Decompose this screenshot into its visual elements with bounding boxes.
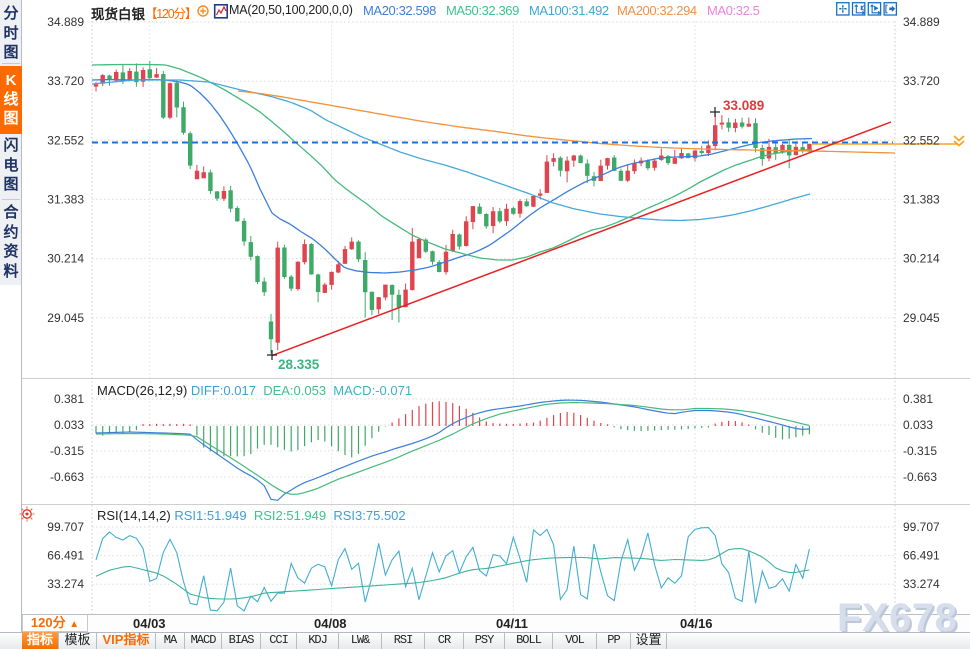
svg-text:0.033: 0.033 — [54, 418, 84, 432]
svg-text:99.707: 99.707 — [903, 520, 940, 534]
svg-text:29.045: 29.045 — [47, 311, 84, 325]
svg-text:33.720: 33.720 — [903, 74, 940, 88]
svg-text:34.889: 34.889 — [903, 15, 940, 29]
svg-text:31.383: 31.383 — [903, 192, 940, 206]
svg-text:29.045: 29.045 — [903, 311, 940, 325]
svg-text:66.491: 66.491 — [47, 549, 84, 563]
svg-text:32.552: 32.552 — [47, 133, 84, 147]
svg-text:34.889: 34.889 — [47, 15, 84, 29]
svg-text:33.089: 33.089 — [723, 98, 764, 113]
svg-text:-0.663: -0.663 — [50, 470, 84, 484]
svg-text:33.274: 33.274 — [47, 577, 84, 591]
svg-text:0.381: 0.381 — [903, 392, 933, 406]
svg-text:99.707: 99.707 — [47, 520, 84, 534]
svg-text:28.335: 28.335 — [278, 357, 320, 372]
svg-text:0.033: 0.033 — [903, 418, 933, 432]
svg-text:31.383: 31.383 — [47, 192, 84, 206]
svg-text:33.720: 33.720 — [47, 74, 84, 88]
svg-text:66.491: 66.491 — [903, 549, 940, 563]
svg-text:0.381: 0.381 — [54, 392, 84, 406]
svg-text:-0.315: -0.315 — [903, 444, 937, 458]
svg-text:30.214: 30.214 — [47, 252, 84, 266]
svg-text:33.274: 33.274 — [903, 577, 940, 591]
svg-text:-0.315: -0.315 — [50, 444, 84, 458]
svg-text:32.552: 32.552 — [903, 133, 940, 147]
svg-text:30.214: 30.214 — [903, 252, 940, 266]
svg-text:-0.663: -0.663 — [903, 470, 937, 484]
